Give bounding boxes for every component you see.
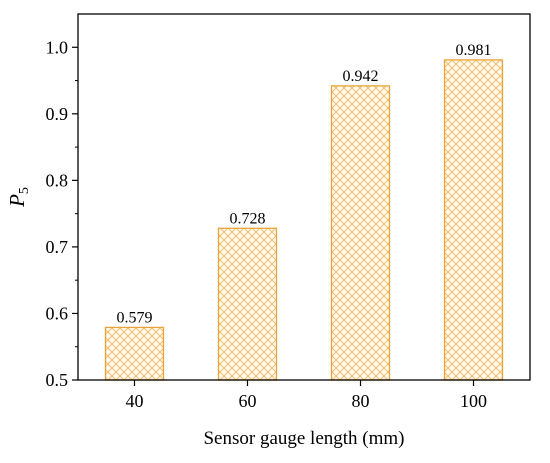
y-tick-label-1.0: 1.0 (46, 37, 69, 57)
x-tick-label-100: 100 (460, 391, 487, 411)
x-axis-title: Sensor gauge length (mm) (203, 428, 404, 449)
bars-group (104, 59, 504, 381)
y-tick-label-0.7: 0.7 (46, 237, 69, 257)
y-axis-title-main: P (5, 194, 29, 208)
bar-40 (104, 326, 165, 381)
data-label-60: 0.728 (230, 210, 266, 227)
y-tick-label-0.9: 0.9 (46, 104, 69, 124)
data-label-80: 0.942 (343, 68, 379, 85)
x-axis: 40 60 80 100 (126, 380, 487, 411)
y-axis: 0.5 0.6 0.7 0.8 0.9 1.0 (46, 37, 78, 390)
x-tick-label-60: 60 (239, 391, 257, 411)
bar-100 (443, 59, 504, 381)
data-labels-group: 0.579 0.728 0.942 0.981 (117, 42, 492, 327)
bar-60 (217, 227, 278, 381)
data-label-100: 0.981 (456, 42, 492, 59)
y-tick-label-0.6: 0.6 (46, 303, 69, 323)
y-axis-title-subscript: 5 (17, 187, 32, 194)
y-axis-title: P5 (5, 187, 32, 208)
x-tick-label-80: 80 (352, 391, 370, 411)
bar-80 (330, 85, 391, 381)
y-tick-label-0.5: 0.5 (46, 370, 69, 390)
y-tick-label-0.8: 0.8 (46, 170, 69, 190)
x-tick-label-40: 40 (126, 391, 144, 411)
data-label-40: 0.579 (117, 309, 153, 326)
plot-frame (77, 13, 531, 381)
